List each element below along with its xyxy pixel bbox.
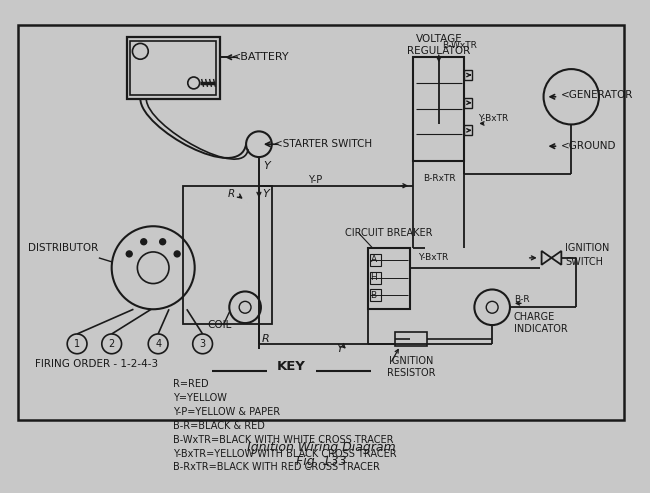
Circle shape [126, 251, 132, 257]
Text: RESISTOR: RESISTOR [387, 367, 436, 378]
Text: REGULATOR: REGULATOR [407, 46, 471, 56]
Text: IGNITION: IGNITION [389, 355, 434, 366]
Text: 2: 2 [109, 339, 115, 349]
Text: Y-BxTR=YELLOW WITH BLACK CROSS TRACER: Y-BxTR=YELLOW WITH BLACK CROSS TRACER [173, 449, 396, 458]
Text: Y-P=YELLOW & PAPER: Y-P=YELLOW & PAPER [173, 407, 280, 417]
Text: DISTRIBUTOR: DISTRIBUTOR [28, 243, 98, 253]
Text: KEY: KEY [277, 360, 306, 373]
Text: R: R [262, 334, 270, 344]
Text: B-R=BLACK & RED: B-R=BLACK & RED [173, 421, 265, 431]
Bar [395, 332, 427, 346]
Text: Y-P: Y-P [308, 175, 322, 185]
Text: 4: 4 [155, 339, 161, 349]
Text: R=RED: R=RED [173, 380, 209, 389]
Text: Y-BxTR: Y-BxTR [418, 253, 448, 262]
Text: 3: 3 [200, 339, 205, 349]
Bar [413, 57, 465, 161]
Circle shape [141, 239, 147, 245]
Text: Y: Y [262, 189, 268, 199]
Text: <STARTER SWITCH: <STARTER SWITCH [274, 139, 372, 149]
Bar [18, 25, 623, 420]
Text: B-WxTR: B-WxTR [442, 41, 476, 50]
Bar [465, 125, 473, 135]
Text: <GENERATOR: <GENERATOR [562, 90, 634, 100]
Bar [368, 248, 410, 309]
Text: VOLTAGE: VOLTAGE [415, 35, 462, 44]
Text: Y: Y [263, 161, 270, 171]
Bar [370, 272, 382, 283]
Text: <BATTERY: <BATTERY [232, 52, 290, 62]
Bar [465, 70, 473, 80]
Text: CHARGE: CHARGE [514, 312, 555, 322]
Bar [131, 41, 216, 95]
Text: B-WxTR=BLACK WITH WHITE CROSS TRACER: B-WxTR=BLACK WITH WHITE CROSS TRACER [173, 435, 393, 445]
Text: 1: 1 [74, 339, 80, 349]
Bar [465, 98, 473, 107]
Bar [370, 254, 382, 266]
Text: COIL: COIL [207, 320, 232, 330]
Text: <GROUND: <GROUND [562, 141, 617, 151]
Text: CIRCUIT BREAKER: CIRCUIT BREAKER [344, 228, 432, 238]
Text: Y: Y [336, 344, 343, 354]
Text: A: A [370, 255, 376, 264]
Text: H: H [370, 273, 377, 282]
Text: B-RxTR=BLACK WITH RED CROSS TRACER: B-RxTR=BLACK WITH RED CROSS TRACER [173, 462, 380, 472]
Text: Fig. 133: Fig. 133 [296, 455, 346, 468]
Text: Y-BxTR: Y-BxTR [478, 114, 508, 123]
Bar [127, 37, 220, 99]
Bar [183, 186, 272, 324]
Text: Ignition Wiring Diagram: Ignition Wiring Diagram [247, 441, 395, 454]
Text: R: R [227, 189, 235, 199]
Text: Y=YELLOW: Y=YELLOW [173, 393, 227, 403]
Text: SWITCH: SWITCH [566, 257, 603, 267]
Text: FIRING ORDER - 1-2-4-3: FIRING ORDER - 1-2-4-3 [34, 358, 158, 369]
Text: B-R: B-R [514, 295, 530, 304]
Text: INDICATOR: INDICATOR [514, 324, 567, 334]
Circle shape [174, 251, 180, 257]
Text: B: B [370, 291, 376, 300]
Text: IGNITION: IGNITION [566, 243, 610, 253]
Circle shape [160, 239, 166, 245]
Bar [370, 289, 382, 301]
Text: B-RxTR: B-RxTR [423, 175, 456, 183]
